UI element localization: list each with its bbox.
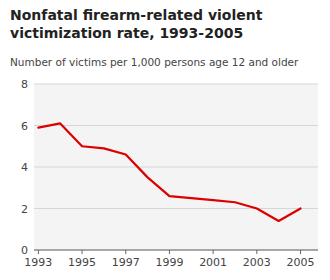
x-tick-label: 1993 [24, 256, 52, 269]
x-tick-label: 1995 [68, 256, 96, 269]
plot-area [34, 84, 318, 250]
x-tick-label: 2003 [243, 256, 271, 269]
x-tick [38, 250, 39, 254]
y-tick-label: 6 [21, 120, 28, 133]
x-axis-line [34, 250, 318, 251]
x-tick [256, 250, 257, 254]
x-tick [169, 250, 170, 254]
title: Nonfatal firearm-related violent victimiz… [10, 7, 263, 41]
x-tick [82, 250, 83, 254]
y-tick-label: 2 [21, 203, 28, 216]
grid-line [34, 250, 318, 251]
grid-line [34, 125, 318, 126]
subtitle: Number of victims per 1,000 persons age … [10, 56, 299, 68]
grid-line [34, 167, 318, 168]
title-line: Nonfatal firearm-related violent [10, 7, 263, 23]
y-tick-label: 4 [21, 161, 28, 174]
x-tick-label: 1997 [112, 256, 140, 269]
x-tick [300, 250, 301, 254]
title-line: victimization rate, 1993-2005 [10, 25, 243, 41]
marks [38, 123, 300, 221]
chart: Nonfatal firearm-related violent victimiz… [0, 0, 330, 280]
x-tick-label: 2001 [199, 256, 227, 269]
line [38, 123, 300, 221]
x-tick-label: 2005 [287, 256, 315, 269]
y-tick-label: 8 [21, 78, 28, 91]
x-tick [125, 250, 126, 254]
grid-line [34, 84, 318, 85]
grid-line [34, 208, 318, 209]
x-tick-label: 1999 [155, 256, 183, 269]
x-tick [213, 250, 214, 254]
